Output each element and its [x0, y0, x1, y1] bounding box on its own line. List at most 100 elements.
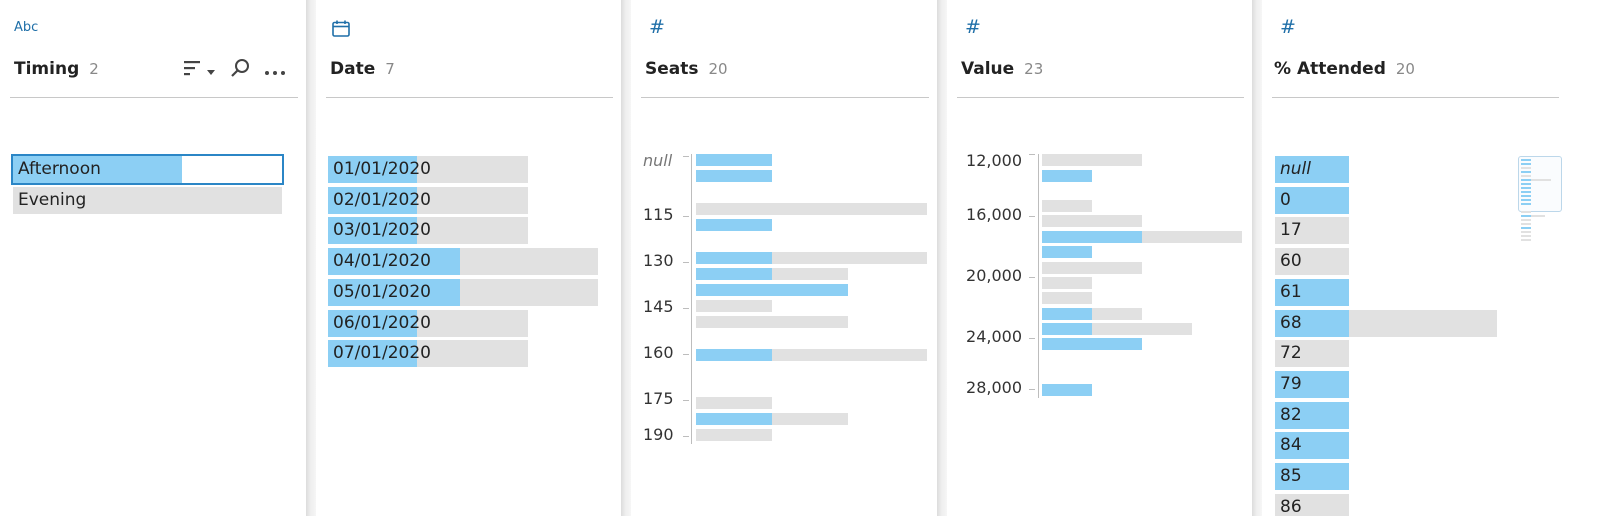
histogram-bar[interactable] [1042, 323, 1192, 335]
histogram-bar[interactable] [1042, 170, 1092, 182]
column-header-value[interactable]: Value 23 [961, 59, 1043, 79]
column-name: Value [961, 59, 1015, 79]
value-label: 04/01/2020 [333, 251, 431, 272]
histogram-bar[interactable] [696, 284, 849, 296]
histogram-bar[interactable] [696, 252, 927, 264]
histogram-bar[interactable] [1042, 384, 1092, 396]
value-row[interactable]: 86 [1275, 493, 1349, 516]
value-row[interactable]: 02/01/2020 [328, 186, 528, 214]
value-label: 84 [1280, 435, 1302, 456]
search-icon[interactable] [230, 58, 250, 83]
axis-tick-label: 175 [643, 389, 674, 408]
value-row[interactable]: 79 [1275, 370, 1349, 398]
value-row[interactable]: 85 [1275, 463, 1349, 490]
value-row[interactable]: 72 [1275, 340, 1349, 368]
value-row[interactable]: 84 [1275, 432, 1349, 460]
value-label: Evening [18, 190, 87, 210]
value-row[interactable]: 06/01/2020 [328, 309, 528, 337]
column-header-date[interactable]: Date 7 [330, 59, 395, 79]
distinct-count: 20 [1395, 60, 1415, 78]
sort-dropdown-chevron-icon[interactable] [206, 61, 216, 81]
histogram-bar[interactable] [1042, 292, 1092, 304]
bar-background [1275, 248, 1349, 276]
bar-highlight [328, 186, 418, 214]
value-row[interactable]: 68 [1275, 309, 1497, 337]
column-header-seats[interactable]: Seats 20 [645, 59, 728, 79]
histogram-bar[interactable] [1042, 154, 1142, 166]
value-row[interactable]: 17 [1275, 217, 1349, 245]
value-label: 82 [1280, 404, 1302, 425]
value-label: 05/01/2020 [333, 281, 431, 302]
axis-tick-label: null [643, 151, 673, 170]
bar-background [696, 397, 773, 409]
histogram-bar[interactable] [696, 300, 773, 312]
bar-background [696, 316, 849, 328]
histogram-bar[interactable] [696, 219, 773, 231]
histogram-bar[interactable] [1042, 308, 1142, 320]
scroll-overview-minimap[interactable] [1518, 156, 1562, 241]
bar-background [1275, 340, 1349, 368]
calendar-icon [332, 20, 350, 41]
value-row[interactable]: 01/01/2020 [328, 156, 528, 183]
histogram-bar[interactable] [696, 413, 849, 425]
histogram-bar[interactable] [696, 203, 927, 215]
bar-highlight [1275, 309, 1349, 337]
histogram-bar[interactable] [696, 268, 849, 280]
value-row[interactable]: 82 [1275, 401, 1349, 429]
value-row[interactable]: 04/01/2020 [328, 248, 598, 276]
histogram-bar[interactable] [1042, 262, 1142, 274]
value-label: null [1280, 159, 1311, 179]
histogram-bar[interactable] [1042, 231, 1242, 243]
value-label: 07/01/2020 [333, 343, 431, 364]
column-divider[interactable] [621, 0, 631, 516]
histogram-bar[interactable] [696, 349, 927, 361]
histogram-bar[interactable] [1042, 200, 1092, 212]
value-row[interactable]: 0 [1275, 186, 1349, 214]
profile-card-timing: Abc Timing 2 Afternoon Evening [0, 0, 306, 516]
column-divider[interactable] [306, 0, 316, 516]
histogram-bar[interactable] [696, 397, 773, 409]
value-row[interactable]: 60 [1275, 248, 1349, 276]
value-row[interactable]: 07/01/2020 [328, 340, 528, 368]
axis-tick [683, 156, 689, 157]
bar-background [1042, 292, 1092, 304]
value-label: Afternoon [18, 159, 101, 179]
histogram-bar[interactable] [696, 170, 773, 182]
sort-icon[interactable] [184, 60, 202, 81]
histogram-bar[interactable] [1042, 338, 1142, 350]
number-type-icon: # [965, 16, 981, 38]
histogram-bar[interactable] [696, 154, 773, 166]
header-separator [10, 97, 298, 98]
bar-highlight [1275, 156, 1349, 183]
value-row[interactable]: 05/01/2020 [328, 278, 598, 306]
value-row-afternoon[interactable]: Afternoon [11, 154, 284, 185]
value-row-evening[interactable]: Evening [13, 187, 282, 214]
histogram-bar[interactable] [1042, 277, 1092, 289]
value-label: 60 [1280, 251, 1302, 272]
profile-card-date: Date 7 01/01/2020 02/01/2020 03/01/2020 04/0… [316, 0, 621, 516]
bar-highlight [328, 309, 418, 337]
column-name: Seats [645, 59, 699, 79]
histogram-bar[interactable] [1042, 215, 1142, 227]
histogram-bar[interactable] [696, 429, 773, 441]
histogram-bar[interactable] [1042, 246, 1092, 258]
bar-highlight [328, 217, 418, 245]
bar-background [1042, 277, 1092, 289]
column-header-percent-attended[interactable]: % Attended 20 [1274, 59, 1415, 79]
bar-highlight [1042, 308, 1092, 320]
axis-tick [683, 308, 689, 309]
value-row[interactable]: null [1275, 156, 1349, 183]
bar-highlight [1042, 338, 1142, 350]
bar-highlight [1275, 401, 1349, 429]
bar-background [1042, 262, 1142, 274]
value-row[interactable]: 03/01/2020 [328, 217, 528, 245]
column-header-timing[interactable]: Timing 2 [14, 59, 99, 79]
more-options-icon[interactable] [264, 61, 286, 81]
value-label: 03/01/2020 [333, 220, 431, 241]
histogram-bar[interactable] [696, 316, 849, 328]
value-row[interactable]: 61 [1275, 278, 1349, 306]
column-divider[interactable] [1252, 0, 1262, 516]
bar-highlight [696, 284, 849, 296]
bar-highlight [328, 278, 461, 306]
column-divider[interactable] [937, 0, 947, 516]
